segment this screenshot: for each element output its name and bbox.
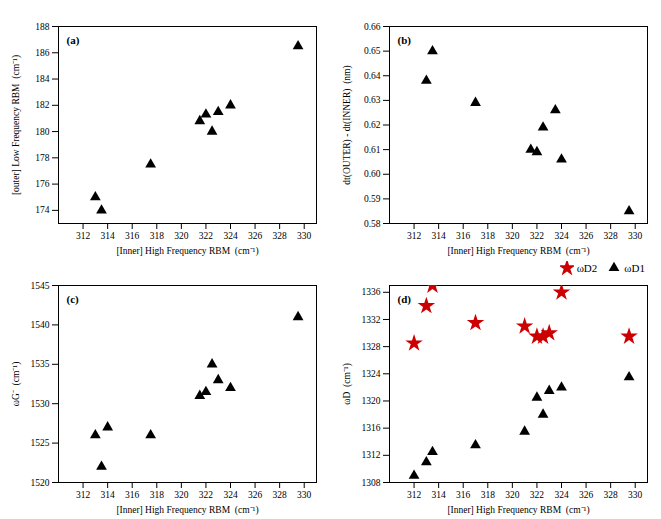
svg-text:186: 186 — [35, 48, 50, 58]
svg-text:320: 320 — [174, 231, 189, 241]
svg-text:1308: 1308 — [362, 478, 381, 488]
svg-text:174: 174 — [35, 205, 50, 215]
svg-text:1540: 1540 — [31, 320, 50, 330]
svg-text:(a): (a) — [67, 34, 80, 47]
svg-text:314: 314 — [101, 231, 116, 241]
svg-text:326: 326 — [579, 231, 594, 241]
svg-text:1312: 1312 — [362, 450, 381, 460]
svg-text:324: 324 — [223, 231, 238, 241]
svg-text:320: 320 — [505, 490, 520, 500]
svg-text:182: 182 — [35, 100, 50, 110]
svg-text:322: 322 — [530, 231, 545, 241]
svg-text:330: 330 — [628, 490, 643, 500]
svg-text:dt(OUTER) - dt(INNER) (nm): dt(OUTER) - dt(INNER) (nm) — [342, 65, 353, 184]
svg-text:320: 320 — [174, 490, 189, 500]
svg-text:0.65: 0.65 — [364, 46, 381, 56]
svg-text:328: 328 — [273, 490, 288, 500]
svg-text:316: 316 — [125, 490, 140, 500]
svg-text:318: 318 — [481, 231, 496, 241]
svg-text:(b): (b) — [398, 34, 412, 47]
svg-text:0.61: 0.61 — [364, 145, 381, 155]
svg-text:330: 330 — [297, 490, 312, 500]
svg-text:0.64: 0.64 — [364, 71, 381, 81]
svg-text:330: 330 — [297, 231, 312, 241]
svg-text:ωD (cm⁻¹): ωD (cm⁻¹) — [342, 363, 353, 405]
svg-text:180: 180 — [35, 127, 50, 137]
svg-text:330: 330 — [628, 231, 643, 241]
svg-text:[outer] Low Frequency RBM (cm: [outer] Low Frequency RBM (cm⁻¹) — [11, 55, 22, 195]
svg-text:1535: 1535 — [31, 359, 50, 369]
svg-text:184: 184 — [35, 74, 50, 84]
svg-text:312: 312 — [407, 231, 422, 241]
svg-text:(d): (d) — [398, 293, 412, 306]
svg-text:316: 316 — [125, 231, 140, 241]
svg-text:328: 328 — [273, 231, 288, 241]
svg-text:324: 324 — [223, 490, 238, 500]
svg-text:320: 320 — [505, 231, 520, 241]
svg-text:326: 326 — [248, 490, 262, 500]
svg-text:314: 314 — [432, 490, 447, 500]
svg-text:0.66: 0.66 — [364, 22, 381, 32]
svg-text:318: 318 — [150, 231, 165, 241]
svg-text:326: 326 — [248, 231, 262, 241]
svg-text:178: 178 — [35, 153, 50, 163]
svg-text:1525: 1525 — [31, 438, 50, 448]
svg-text:318: 318 — [481, 490, 496, 500]
svg-text:314: 314 — [432, 231, 447, 241]
svg-text:1316: 1316 — [362, 423, 381, 433]
svg-text:1320: 1320 — [362, 396, 381, 406]
svg-text:312: 312 — [76, 490, 91, 500]
svg-text:318: 318 — [150, 490, 165, 500]
svg-text:0.63: 0.63 — [364, 95, 381, 105]
svg-text:312: 312 — [76, 231, 91, 241]
svg-text:328: 328 — [604, 231, 619, 241]
svg-text:1328: 1328 — [362, 342, 381, 352]
svg-text:328: 328 — [604, 490, 619, 500]
svg-text:1530: 1530 — [31, 399, 50, 409]
svg-text:0.58: 0.58 — [364, 219, 381, 229]
svg-text:0.59: 0.59 — [364, 194, 381, 204]
svg-text:322: 322 — [199, 490, 214, 500]
svg-text:316: 316 — [456, 490, 471, 500]
svg-text:188: 188 — [35, 22, 50, 32]
svg-text:[Inner] High Frequency RBM (c: [Inner] High Frequency RBM (cm⁻¹) — [116, 505, 258, 516]
svg-text:316: 316 — [456, 231, 471, 241]
svg-text:1545: 1545 — [31, 281, 50, 291]
svg-text:1336: 1336 — [362, 287, 381, 297]
svg-text:[Inner] High Frequency RBM (c: [Inner] High Frequency RBM (cm⁻¹) — [447, 246, 589, 257]
svg-text:176: 176 — [35, 179, 50, 189]
html-text:ωD2: ωD2 — [576, 262, 598, 274]
svg-text:[Inner] High Frequency RBM (c: [Inner] High Frequency RBM (cm⁻¹) — [116, 246, 258, 257]
svg-text:324: 324 — [554, 231, 569, 241]
svg-text:1520: 1520 — [31, 478, 50, 488]
svg-text:322: 322 — [530, 490, 545, 500]
svg-text:322: 322 — [199, 231, 214, 241]
svg-text:0.60: 0.60 — [364, 169, 381, 179]
svg-text:312: 312 — [407, 490, 422, 500]
svg-text:ωG⁻ (cm⁻¹): ωG⁻ (cm⁻¹) — [11, 362, 22, 407]
html-text:ωD1: ωD1 — [624, 262, 645, 274]
svg-text:[Inner] High Frequency RBM (c: [Inner] High Frequency RBM (cm⁻¹) — [447, 505, 589, 516]
svg-text:314: 314 — [101, 490, 116, 500]
svg-text:(c): (c) — [67, 293, 80, 306]
svg-text:326: 326 — [579, 490, 594, 500]
svg-text:0.62: 0.62 — [364, 120, 381, 130]
svg-text:1332: 1332 — [362, 315, 381, 325]
svg-text:324: 324 — [554, 490, 569, 500]
svg-text:1324: 1324 — [362, 369, 381, 379]
